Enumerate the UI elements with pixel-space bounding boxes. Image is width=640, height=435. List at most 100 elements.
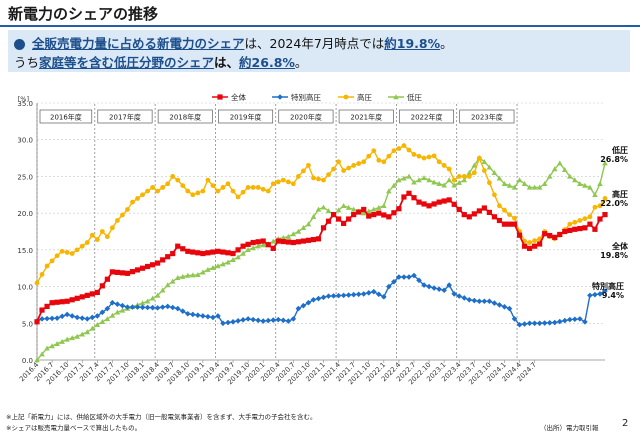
- data-point-low: [365, 208, 372, 214]
- data-point-total: [376, 210, 382, 216]
- data-point-special: [506, 305, 513, 312]
- data-point-total: [466, 214, 472, 220]
- data-point-low: [64, 336, 70, 342]
- data-point-total: [501, 221, 508, 227]
- data-point-total: [471, 211, 477, 217]
- data-point-special: [496, 302, 503, 308]
- data-point-low: [44, 345, 50, 351]
- data-point-low: [516, 177, 523, 183]
- data-point-low: [119, 307, 126, 313]
- data-point-low: [335, 207, 342, 213]
- data-point-special: [64, 311, 70, 318]
- data-point-total: [124, 270, 131, 276]
- data-point-total: [325, 218, 332, 224]
- data-point-high: [170, 174, 176, 179]
- data-point-low: [300, 225, 307, 231]
- y-axis-unit: [%]: [18, 95, 29, 103]
- data-point-low: [250, 245, 256, 251]
- data-point-special: [104, 305, 111, 312]
- fiscal-year-box: [459, 109, 515, 124]
- data-point-high: [89, 232, 95, 238]
- data-point-special: [421, 282, 427, 288]
- data-point-low: [406, 173, 412, 179]
- data-point-low: [49, 343, 55, 349]
- data-point-special: [577, 316, 583, 322]
- data-point-high: [391, 148, 397, 154]
- data-point-total: [220, 249, 226, 255]
- data-point-low: [215, 263, 221, 269]
- end-label-value: 26.8%: [600, 155, 628, 164]
- data-point-special: [441, 287, 447, 294]
- data-point-low: [205, 266, 211, 272]
- data-point-low: [436, 180, 442, 186]
- data-point-high: [346, 165, 352, 171]
- data-point-special: [315, 295, 322, 302]
- data-point-low: [572, 177, 578, 183]
- data-point-total: [205, 250, 211, 256]
- data-point-high: [366, 153, 372, 159]
- data-point-high: [235, 194, 241, 200]
- data-point-total: [34, 319, 40, 325]
- data-point-total: [406, 190, 412, 196]
- y-tick-label: 5.0: [22, 320, 33, 328]
- data-point-high: [260, 186, 266, 192]
- data-point-high: [39, 272, 45, 277]
- data-point-special: [481, 298, 488, 305]
- data-point-high: [416, 153, 422, 159]
- data-point-high: [421, 155, 427, 161]
- data-point-high: [431, 153, 437, 159]
- summary-line-1-mid: は、2024年7月時点では: [244, 36, 385, 51]
- data-point-low: [587, 184, 593, 190]
- data-point-low: [290, 231, 297, 237]
- data-point-special: [195, 312, 201, 319]
- data-point-high: [572, 219, 578, 225]
- data-point-total: [310, 236, 317, 243]
- data-point-total: [39, 307, 45, 313]
- data-point-low: [154, 292, 161, 298]
- end-label-name: 低圧: [611, 145, 628, 155]
- data-point-low: [526, 184, 533, 190]
- data-point-special: [340, 292, 347, 299]
- data-point-special: [466, 296, 473, 303]
- data-point-low: [556, 160, 563, 166]
- data-point-high: [44, 263, 50, 269]
- data-point-low: [541, 180, 548, 186]
- data-point-special: [416, 277, 422, 284]
- data-point-high: [592, 204, 598, 210]
- data-point-low: [240, 250, 246, 256]
- data-point-total: [557, 231, 563, 238]
- data-point-high: [386, 153, 392, 159]
- data-point-total: [275, 238, 281, 244]
- data-point-special: [205, 313, 211, 320]
- data-point-total: [371, 212, 377, 218]
- data-point-special: [139, 304, 146, 311]
- data-point-total: [366, 213, 372, 219]
- fiscal-year-label: 2021年度: [350, 113, 382, 122]
- data-point-high: [280, 177, 286, 183]
- data-point-total: [250, 239, 256, 246]
- data-point-low: [89, 325, 96, 331]
- data-point-low: [456, 179, 463, 185]
- data-point-high: [567, 221, 573, 227]
- data-point-low: [491, 169, 498, 175]
- data-point-high: [351, 163, 357, 168]
- data-point-low: [109, 312, 116, 318]
- data-point-low: [69, 335, 75, 341]
- data-point-total: [185, 248, 191, 254]
- data-point-high: [220, 185, 226, 190]
- data-point-special: [401, 274, 407, 280]
- data-point-high: [295, 174, 301, 179]
- data-point-special: [280, 317, 287, 324]
- data-point-low: [466, 169, 473, 175]
- data-point-total: [421, 201, 427, 207]
- summary-callout: [8, 30, 630, 72]
- footnote-1: ※上記「新電力」には、供給区域外の大手電力（旧一般電気事業者）を含まず、大手電力…: [6, 413, 317, 421]
- data-point-high: [497, 203, 502, 209]
- data-point-low: [546, 173, 553, 179]
- data-point-special: [310, 296, 317, 303]
- data-point-high: [527, 240, 533, 245]
- data-point-total: [572, 226, 578, 232]
- end-label-name: 高圧: [612, 189, 628, 199]
- data-point-high: [411, 152, 417, 157]
- data-point-total: [451, 201, 457, 207]
